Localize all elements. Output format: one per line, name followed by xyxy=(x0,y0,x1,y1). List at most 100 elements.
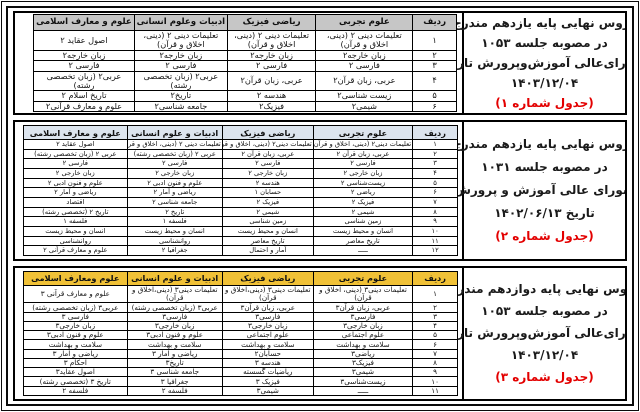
subject-cell: سلامت و بهداشت xyxy=(126,339,223,350)
subject-cell: انسان و محیط زیست xyxy=(23,225,128,237)
subject-cell: علوم و معارف قرآنی۲ xyxy=(33,100,135,113)
subject-cell: سلامت و بهداشت xyxy=(23,339,128,350)
subject-cell: فلسفه ۲ xyxy=(126,385,223,397)
subject-cell: تعلیمات دینی۳ (دینی، اخلاق و قرآن) xyxy=(312,284,414,304)
subject-cell: فیزیک۲ xyxy=(226,100,317,113)
subject-cell: تاریخ ۲ xyxy=(126,206,223,218)
column-header: علوم و معارف اسلامی xyxy=(33,13,135,31)
subject-cell: اصول عقاید۳ xyxy=(23,367,128,378)
subject-cell: زبان خارجه۲ xyxy=(33,49,135,62)
subject-cell: تعلیمات دینی ۲ (دینی، اخلاق و قرآن) xyxy=(126,139,223,150)
table-row: ۶ سلامت و بهداشت سلامت و بهداشت سلامت و بهد… xyxy=(23,339,458,350)
subject-cell: تعلیمات دینی ۲ (دینی، اخلاق و قرآن) xyxy=(226,29,317,51)
subject-cell: جامعه شناسی۲ xyxy=(133,100,228,113)
subject-cell: آمار و احتمال xyxy=(221,245,314,256)
subject-cell: عربی، زبان قرآن۲ xyxy=(226,70,317,92)
subject-cell: زبان خارجی ۲ xyxy=(221,168,314,179)
subject-cell: ۹ xyxy=(412,367,458,378)
table-row: ۶ شیمی۲ فیزیک۲ جامعه شناسی۲ علوم و معارف قرآ… xyxy=(33,100,457,113)
subject-cell: جغرافیا ۳ xyxy=(126,376,223,387)
subject-cell: عربی، زبان قرآن۲ xyxy=(315,70,414,92)
subject-cell: ـــــ xyxy=(312,385,414,397)
caption-table-1: دروس نهایی پایه یازدهم مندرج در مصوبه جل… xyxy=(444,13,625,114)
caption-line: تاریخ ۱۴۰۲/۰۶/۱۳ xyxy=(494,206,595,221)
table-row: ۴ عربی، زبان قرآن۲ عربی، زبان قرآن۲ عربی۲ (… xyxy=(33,70,457,92)
table-row: ۶ ریاضی ۲ حسابان ۱ ریاضی و آمار ۲ ریاضی و آم… xyxy=(23,187,458,199)
caption-line: در مصوبه جلسه ۱۰۵۳ xyxy=(481,303,608,318)
subject-cell: زبان خارجی ۲ xyxy=(126,168,223,179)
subject-cell: ۱ xyxy=(412,139,458,150)
subject-cell: ۱۱ xyxy=(412,385,458,397)
subject-cell: عربی۳ (زبان تخصصی رشته) xyxy=(126,302,223,313)
subject-cell: ۳ xyxy=(412,158,458,170)
subject-cell: ۹ xyxy=(412,216,458,227)
subject-cell: ۲ xyxy=(412,302,458,313)
caption-line: دروس نهایی پایه دوازدهم مندرج xyxy=(448,281,627,296)
subject-cell: فارسی ۲ xyxy=(126,158,223,170)
subject-cell: ۲ xyxy=(412,49,457,62)
subject-cell: ۱ xyxy=(412,29,457,51)
subject-cell: ۴ xyxy=(412,70,457,92)
subject-cell: ریاضی و آمار ۳ xyxy=(126,348,223,359)
subject-cell: شیمی ۲ xyxy=(312,206,414,218)
subject-cell: ۱۱ xyxy=(412,235,458,247)
subject-cell: تاریخ۲ xyxy=(133,90,228,102)
subject-cell: علوم و فنون ادبی ۲ xyxy=(126,177,223,189)
subject-cell: شیمی۳ xyxy=(221,385,314,397)
subject-cell: زبان خارجه۲ xyxy=(133,49,228,62)
subject-cell: ۵ xyxy=(412,330,458,341)
subject-cell: تاریخ اسلام ۲ xyxy=(33,90,135,102)
subject-cell: فلسفه ۱ xyxy=(126,216,223,227)
table-row: ۳ فارسی ۲ فارسی ۲ فارسی ۲ فارسی ۲ xyxy=(23,158,458,170)
subject-cell: ۱ xyxy=(412,284,458,304)
subject-cell: عربی، زبان قرآن۳ xyxy=(221,302,314,313)
subject-cell: هندسه ۲ xyxy=(221,177,314,189)
subject-cell: ۱۰ xyxy=(412,225,458,237)
table-row: ۷ ریاضی۳ حسابان۲ ریاضی و آمار ۳ ریاضی و آمار… xyxy=(23,348,458,359)
subject-cell: فارسی ۲ xyxy=(315,60,414,72)
subject-cell: ۷ xyxy=(412,348,458,359)
subject-cell: ۴ xyxy=(412,320,458,332)
table-row: ۳ فارسی۳ فارسی۳ فارسی۳ فارسی ۳ xyxy=(23,311,458,322)
subject-cell: ۱۰ xyxy=(412,376,458,387)
subject-cell: هندسه ۳ xyxy=(221,357,314,369)
subject-cell: تاریخ ۳ (تخصصی رشته) xyxy=(23,376,128,387)
subject-cell: هندسه ۲ xyxy=(226,90,317,102)
subject-cell: سلامت و بهداشت xyxy=(312,339,414,350)
caption-line: دروس نهایی پایه یازدهم مندرج xyxy=(453,137,627,152)
table-area-2: ردیف علوم تجربی ریاضی فیزیک ادبیات و علوم ا… xyxy=(15,122,462,259)
subject-cell: زبان خارجه۲ xyxy=(315,49,414,62)
subject-cell: زیست‌شناسی ۲ xyxy=(312,177,414,189)
subject-cell: فارسی ۲ xyxy=(23,158,128,170)
subject-cell: زیست شناسی۲ xyxy=(315,90,414,102)
subject-cell: فیزیک ۲ xyxy=(221,197,314,208)
subject-cell: ۵ xyxy=(412,177,458,189)
subject-cell: فلسفه ۲ xyxy=(23,385,128,397)
subject-cell: سلامت و بهداشت xyxy=(221,339,314,350)
subject-cell: فارسی ۲ xyxy=(221,158,314,170)
subject-cell: شیمی۳ xyxy=(312,367,414,378)
subject-cell: تاریخ معاصر xyxy=(312,235,414,247)
subject-cell: ۲ xyxy=(412,148,458,160)
table-row: ۱۱ تاریخ معاصر تاریخ معاصر روانشناسی روانشنا… xyxy=(23,235,458,247)
table-row: ۸ شیمی ۲ شیمی ۲ تاریخ ۲ تاریخ ۲ (تخصصی رشته) xyxy=(23,206,458,218)
subject-cell: علوم و فنون ادبی ۲ xyxy=(23,177,128,189)
curriculum-table-grade11-previous: ردیف علوم تجربی ریاضی فیزیک ادبیات و علوم ا… xyxy=(23,125,458,256)
subject-cell: زبان خارجی۳ xyxy=(221,320,314,332)
subject-cell: حسابان۲ xyxy=(221,348,314,359)
subject-cell: عربی، زبان قرآن ۲ xyxy=(221,148,314,160)
subject-cell: تاریخ ۲ (تخصصی رشته) xyxy=(23,206,128,218)
subject-cell: اصول عقاید ۲ xyxy=(33,29,135,51)
table-row: ۱ تعلیمات دینی۳ (دینی، اخلاق و قرآن) تعلیم… xyxy=(23,284,458,304)
subject-cell: ریاضی و آمار ۳ xyxy=(23,348,128,359)
subject-cell: فارسی ۲ xyxy=(226,60,317,72)
panel-table-1: دروس نهایی پایه یازدهم مندرج در مصوبه جل… xyxy=(13,11,627,116)
subject-cell: تاریخ۳ xyxy=(126,357,223,369)
subject-cell: علوم اجتماعی xyxy=(221,330,314,341)
subject-cell: فیزیک۳ xyxy=(312,357,414,369)
subject-cell: جامعه شناسی ۳ xyxy=(126,367,223,378)
column-header: علوم تجربی xyxy=(312,270,414,286)
column-header: علوم ومعارف اسلامی xyxy=(23,270,128,286)
column-header: ادبیات وعلوم انسانی xyxy=(133,13,228,31)
